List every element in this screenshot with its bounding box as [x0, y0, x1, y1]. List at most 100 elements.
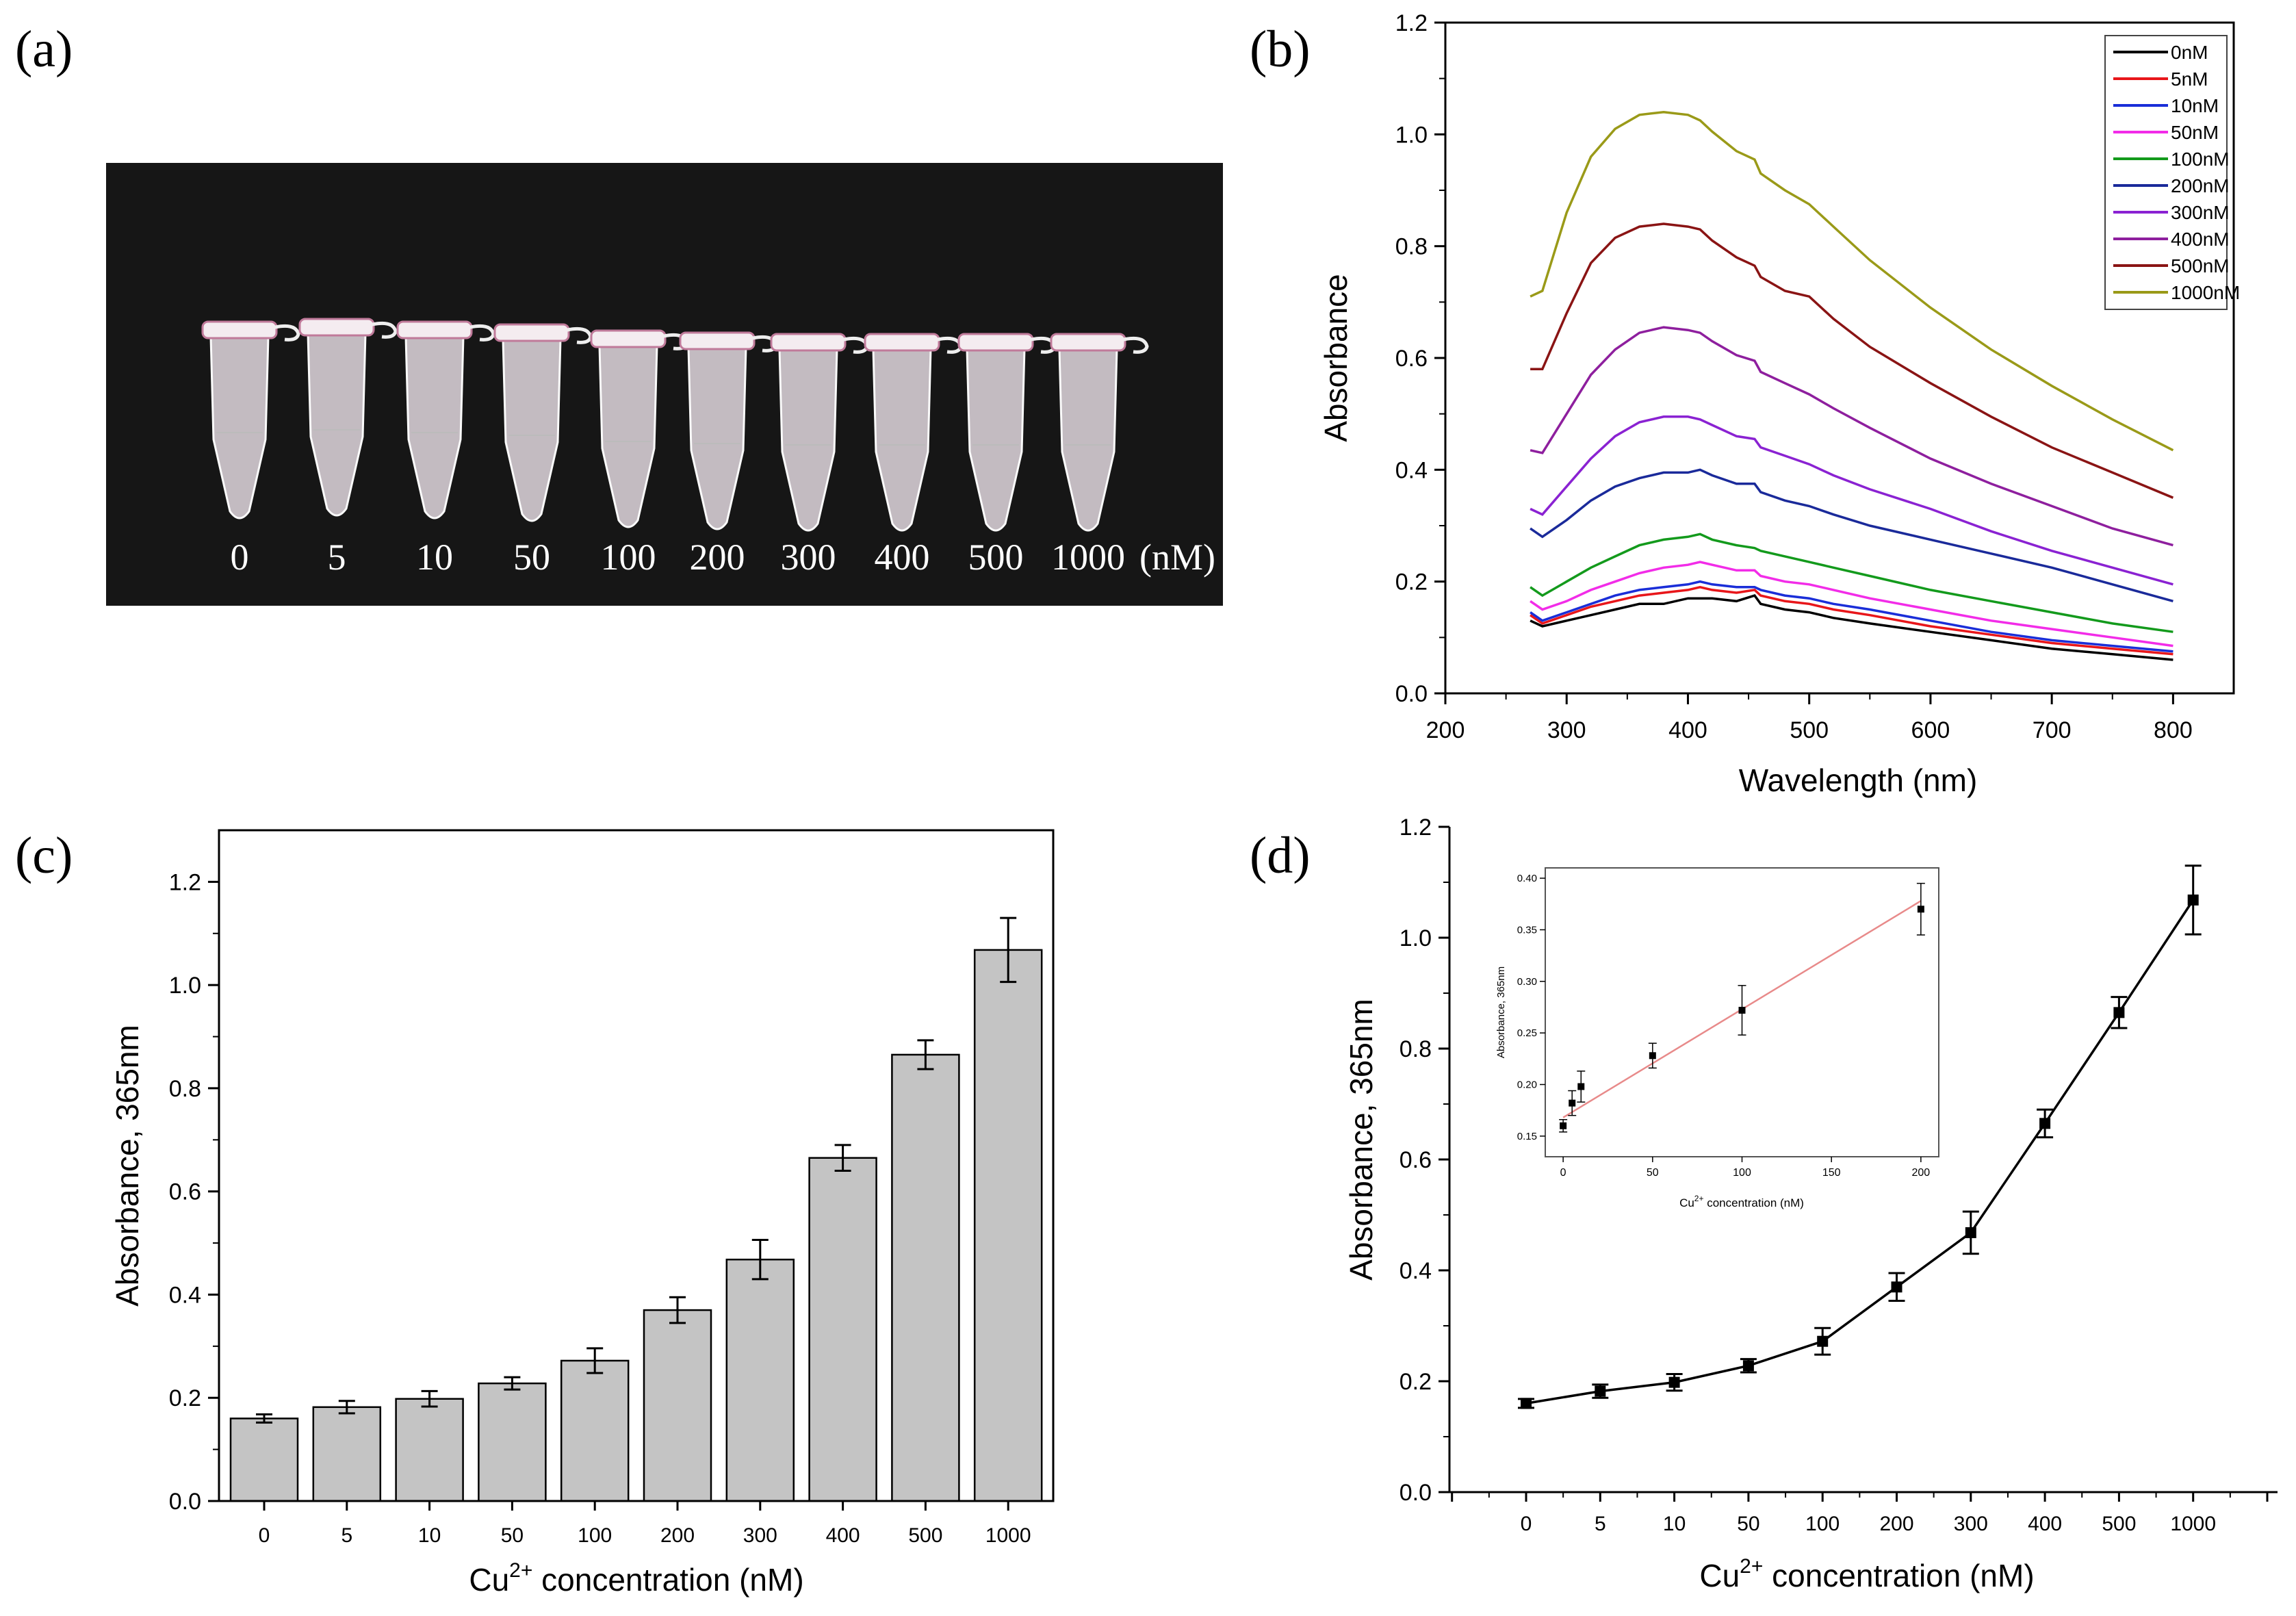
spectrum-line [1530, 561, 2174, 647]
tube [1050, 333, 1149, 532]
tube-body [502, 338, 562, 522]
y-tick-label: 1.0 [1399, 925, 1432, 951]
x-tick-label: 10 [418, 1524, 441, 1547]
x-tick-label: 800 [2154, 717, 2193, 743]
x-tick-label: 500 [2102, 1513, 2136, 1535]
inset-y-tick-label: 0.15 [1517, 1131, 1537, 1142]
x-tick-label: 200 [1879, 1513, 1913, 1535]
tube-cap [864, 333, 940, 352]
panel-label-a: (a) [15, 21, 73, 78]
spectrum-line [1530, 468, 2174, 602]
bar [808, 1157, 877, 1502]
tube-cap [1050, 333, 1126, 352]
y-tick-label: 0.2 [169, 1385, 201, 1411]
plot-c-frame [218, 829, 1055, 1502]
tube-label: 1000 [1051, 537, 1125, 578]
data-point [1817, 1335, 1829, 1347]
legend-label: 100nM [2171, 149, 2230, 170]
data-point [1595, 1385, 1606, 1397]
inset-data-point [1569, 1099, 1576, 1107]
tube-body [209, 335, 270, 520]
bar [478, 1382, 547, 1502]
inset-data-point [1649, 1052, 1656, 1060]
x-tick-label: 500 [1790, 717, 1829, 743]
tube-label: 500 [968, 537, 1024, 578]
x-tick-label: 400 [2028, 1513, 2062, 1535]
legend-box [2104, 35, 2228, 310]
bar [229, 1418, 299, 1502]
inset-data-point [1917, 906, 1924, 913]
y-tick-label: 1.2 [169, 869, 201, 895]
photo-unit-label: (nM) [1139, 537, 1215, 578]
tube [864, 333, 963, 532]
tube [493, 323, 593, 522]
bar [973, 949, 1043, 1502]
y-tick-label: 0.0 [1399, 1480, 1432, 1506]
y-tick-label: 0.4 [1399, 1258, 1432, 1284]
legend-label: 1000nM [2171, 282, 2240, 303]
tube-photo: 0 5 10 50 100 200 300 400 500 1000 (nM) [106, 163, 1223, 606]
tube-cap [298, 318, 375, 337]
tube-body [872, 348, 932, 532]
bar-chart: 0 5 10 50 100 200 300 400 500 1000 0.0 0.2 0.4 0.6 0.8… [109, 829, 1055, 1598]
y-tick-label: 1.2 [1395, 10, 1428, 36]
data-point [1521, 1398, 1532, 1409]
legend-label: 10nM [2171, 95, 2219, 116]
y-tick-label: 0.8 [1395, 234, 1428, 260]
x-tick-label: 600 [1911, 717, 1950, 743]
tube-body [687, 346, 747, 530]
tube-body [404, 335, 465, 520]
inset-y-tick-label: 0.25 [1517, 1027, 1537, 1039]
x-tick-label: 400 [826, 1524, 860, 1547]
spectrum-line [1530, 110, 2174, 452]
tube [590, 329, 689, 528]
spectrum-line [1530, 594, 2174, 661]
tube [396, 320, 495, 520]
spectrum-line [1530, 580, 2174, 653]
plot-d-xlabel: Cu2+ concentration (nM) [1699, 1555, 2034, 1593]
x-tick-label: 1000 [985, 1524, 1031, 1547]
tube-cap [201, 320, 278, 339]
inset-x-tick-label: 100 [1733, 1167, 1751, 1179]
tube [298, 318, 398, 517]
spectrum-line [1530, 586, 2174, 656]
data-point [1668, 1376, 1680, 1388]
y-tick-label: 0.2 [1399, 1369, 1432, 1395]
data-point [1965, 1227, 1976, 1238]
bar [395, 1398, 464, 1502]
tube [957, 333, 1057, 532]
y-tick-label: 0.0 [1395, 681, 1428, 707]
legend-label: 0nM [2171, 42, 2208, 63]
x-tick-label: 700 [2033, 717, 2072, 743]
tube-label: 400 [875, 537, 930, 578]
y-tick-label: 0.2 [1395, 569, 1428, 595]
x-tick-label: 200 [1426, 717, 1465, 743]
spectrum-line [1530, 222, 2174, 499]
y-tick-label: 0.4 [1395, 457, 1428, 483]
y-tick-label: 0.6 [1395, 346, 1428, 372]
x-tick-label: 10 [1663, 1513, 1686, 1535]
x-tick-label: 5 [1595, 1513, 1606, 1535]
tube-cap [770, 333, 847, 352]
x-tick-label: 50 [1737, 1513, 1759, 1535]
data-line [1525, 899, 2195, 1405]
tube-hinge [274, 324, 300, 342]
x-tick-label: 5 [341, 1524, 352, 1547]
tube-label: 5 [328, 537, 346, 578]
legend-label: 50nM [2171, 122, 2219, 143]
y-tick-label: 0.6 [169, 1179, 201, 1205]
inset-x-tick-label: 200 [1912, 1167, 1931, 1179]
x-tick-label: 400 [1668, 717, 1707, 743]
inset-chart: 0 50 100 150 200 0.15 0.20 0.25 0.30 0.35 0.40 Cu2… [1495, 867, 1939, 1209]
tube-hinge [372, 321, 398, 339]
panel-label-d: (d) [1250, 827, 1311, 884]
inset-x-tick-label: 150 [1822, 1167, 1841, 1179]
data-point [1742, 1360, 1754, 1372]
x-tick-label: 500 [908, 1524, 942, 1547]
bar [560, 1359, 630, 1502]
spectrum-line [1530, 326, 2174, 547]
tube-hinge [1123, 336, 1149, 354]
panel-label-b: (b) [1250, 21, 1311, 78]
data-point [1891, 1281, 1902, 1293]
data-point [2039, 1118, 2051, 1129]
